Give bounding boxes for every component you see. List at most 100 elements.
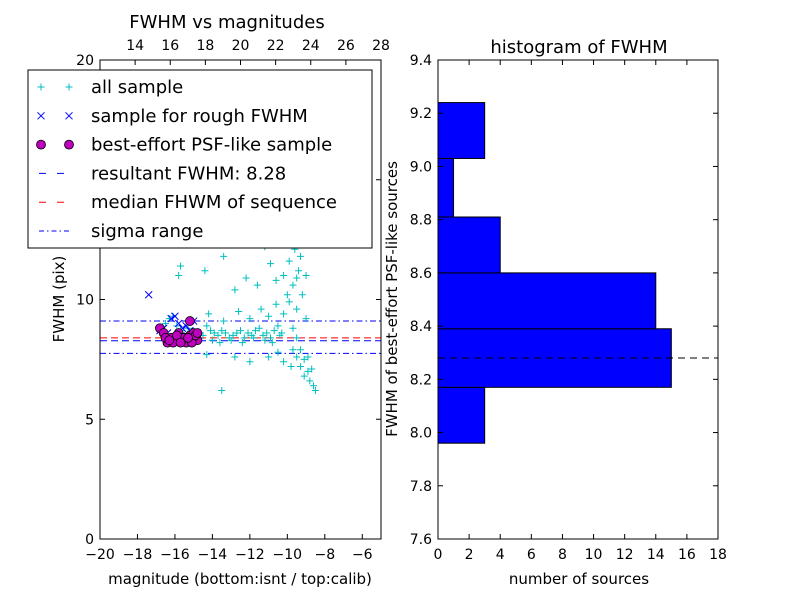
x-tick-label: −12: [235, 547, 265, 563]
all-sample-point: [289, 346, 297, 354]
histogram-bar: [437, 157, 455, 218]
histogram-plot-area: [437, 102, 718, 444]
legend-item: all sample: [37, 77, 183, 98]
all-sample-point: [242, 274, 250, 282]
all-sample-point: [227, 336, 235, 344]
y-tick-label: 20: [76, 53, 94, 69]
all-sample-point: [265, 312, 273, 320]
y-tick-label: 0: [85, 532, 94, 548]
all-sample-point: [231, 353, 239, 361]
all-sample-point: [274, 322, 282, 330]
y-tick-label: 10: [76, 293, 94, 309]
histogram-x-ticks: 0 2 4 6 8 10 12 14 16 18: [434, 60, 727, 563]
histogram-x-label: number of sources: [509, 570, 649, 588]
all-sample-point: [266, 334, 274, 342]
top-x-tick-label: 20: [232, 38, 250, 54]
x-tick-label: 18: [709, 547, 727, 563]
all-sample-point: [233, 329, 241, 337]
all-sample-point: [302, 315, 310, 323]
all-sample-point: [285, 298, 293, 306]
rough-fwhm-point: [171, 312, 179, 321]
top-x-tick-label: 16: [161, 38, 179, 54]
all-sample-point: [229, 331, 237, 339]
legend-circle-marker: [64, 139, 74, 150]
x-tick-label: −16: [160, 547, 190, 563]
all-sample-point: [311, 387, 319, 395]
all-sample-point: [265, 353, 273, 361]
x-tick-label: 0: [434, 547, 443, 563]
top-x-tick-label: 24: [302, 38, 320, 54]
all-sample-point: [177, 262, 185, 270]
legend-circle-marker: [36, 139, 46, 150]
y-tick-label: 8.4: [410, 319, 432, 335]
scatter-reference-lines: [100, 320, 381, 354]
legend-plus-marker: [65, 83, 73, 91]
all-sample-point: [210, 329, 218, 337]
y-tick-label: 9.0: [410, 159, 432, 175]
all-sample-point: [296, 346, 304, 354]
legend-plus-marker: [37, 83, 45, 91]
x-tick-label: −20: [85, 547, 115, 563]
scatter-top-x-ticks: 14 16 18 20 22 24 26 28: [126, 38, 390, 65]
all-sample-point: [253, 281, 261, 289]
all-sample-point: [203, 351, 211, 359]
all-sample-point: [246, 315, 254, 323]
rough-fwhm-point: [174, 319, 183, 328]
all-sample-point: [207, 327, 215, 335]
rough-fwhm-point: [144, 290, 153, 299]
x-tick-label: 2: [465, 547, 474, 563]
all-sample-point: [216, 339, 224, 347]
histogram-y-label: FWHM of best-effort PSF-like sources: [383, 161, 401, 437]
histogram-panel: histogram of FWHM 0 2 4 6 8 10 12 14 16 18 7.6 7.8…: [383, 37, 727, 588]
all-sample-point: [300, 355, 308, 363]
x-tick-label: 10: [585, 547, 603, 563]
y-tick-label: 7.6: [410, 532, 432, 548]
y-tick-label: 8.8: [410, 213, 432, 229]
x-tick-label: 8: [558, 547, 567, 563]
x-tick-label: 12: [616, 547, 634, 563]
all-sample-point: [175, 272, 183, 280]
histogram-bar: [437, 272, 657, 330]
all-sample-point: [289, 324, 297, 332]
all-sample-point: [304, 353, 312, 361]
legend-label: sample for rough FWHM: [91, 106, 308, 127]
legend-label: resultant FWHM: 8.28: [91, 163, 286, 184]
all-sample-point: [250, 334, 258, 342]
all-sample-point: [255, 324, 263, 332]
scatter-legend: all sample sample for rough FWHM best-effo…: [27, 69, 373, 249]
x-tick-label: −14: [198, 547, 228, 563]
legend-item: median FHWM of sequence: [39, 192, 337, 213]
all-sample-point: [293, 274, 301, 282]
legend-items: all sample sample for rough FWHM best-effo…: [36, 77, 337, 242]
top-x-tick-label: 18: [196, 38, 214, 54]
all-sample-point: [308, 365, 316, 373]
psf-sample-series: [155, 316, 203, 348]
all-sample-point: [272, 276, 280, 284]
y-tick-label: 9.2: [410, 106, 432, 122]
all-sample-point: [272, 300, 280, 308]
psf-sample-point: [183, 332, 193, 343]
all-sample-point: [306, 377, 314, 385]
all-sample-point: [205, 310, 213, 318]
legend-item: best-effort PSF-like sample: [36, 135, 332, 156]
x-tick-label: 16: [678, 547, 696, 563]
all-sample-point: [218, 327, 226, 335]
all-sample-point: [266, 260, 274, 268]
all-sample-point: [259, 331, 267, 339]
all-sample-point: [287, 363, 295, 371]
x-tick-label: 6: [527, 547, 536, 563]
legend-x-marker: [65, 111, 73, 120]
all-sample-point: [285, 257, 293, 265]
legend-label: sigma range: [91, 221, 203, 242]
all-sample-point: [293, 334, 301, 342]
histogram-y-ticks: 7.6 7.8 8.0 8.2 8.4 8.6 8.8 9.0 9.2 9.4: [410, 53, 718, 548]
histogram-bar: [437, 102, 486, 159]
histogram-bar: [437, 386, 486, 444]
all-sample-point: [304, 367, 312, 375]
scatter-y-label: FWHM (pix): [50, 256, 68, 343]
y-tick-label: 9.4: [410, 53, 432, 69]
scatter-title: FWHM vs magnitudes: [129, 12, 324, 33]
all-sample-point: [289, 281, 297, 289]
all-sample-point: [298, 291, 306, 299]
